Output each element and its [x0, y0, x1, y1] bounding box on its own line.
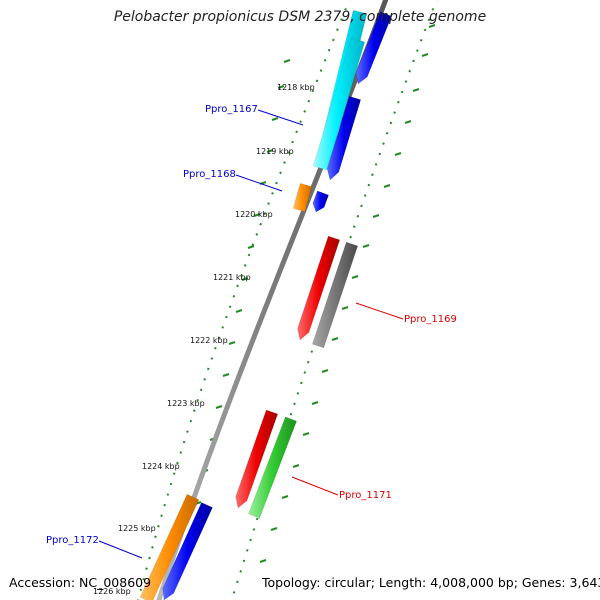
major-tick [412, 88, 420, 92]
kbp-axis-labels: 1218 kbp 1219 kbp 1220 kbp 1221 kbp 1222 kbp… [93, 83, 315, 596]
major-tick [222, 373, 230, 377]
major-tick [270, 527, 278, 531]
major-tick [247, 245, 255, 249]
gene-ppro-1171-red [235, 409, 279, 509]
gene-label-leader [355, 302, 404, 320]
major-tick [421, 53, 429, 57]
major-tick [351, 275, 359, 279]
gene-ppro-1172-orange [139, 493, 200, 600]
inner-tick-track [137, 0, 351, 600]
gene-label[interactable]: Ppro_1168 [183, 169, 236, 180]
gene-label-leader [98, 540, 143, 559]
gene-label[interactable]: Ppro_1167 [205, 104, 258, 115]
major-tick [383, 184, 391, 188]
major-tick [362, 244, 370, 248]
gene-ppro-1169-red [297, 235, 341, 341]
major-tick [292, 464, 300, 468]
outer-major-ticks [259, 24, 436, 563]
gene-ppro-1167-cyan [312, 37, 366, 171]
gene-ppro-1167-blue [326, 95, 362, 181]
kbp-label: 1224 kbp [142, 462, 180, 471]
major-tick [331, 337, 339, 341]
kbp-label: 1220 kbp [235, 210, 273, 219]
major-tick [372, 214, 380, 218]
kbp-label: 1218 kbp [277, 83, 315, 92]
major-tick [281, 495, 289, 499]
gene-label-leader [257, 109, 304, 126]
major-tick [394, 152, 402, 156]
gene-label-leader [291, 476, 339, 496]
genome-summary-text: Topology: circular; Length: 4,008,000 bp… [262, 575, 600, 590]
major-tick [259, 559, 267, 563]
kbp-label: 1226 kbp [93, 587, 131, 596]
major-tick [302, 432, 310, 436]
kbp-label: 1219 kbp [256, 147, 294, 156]
major-tick [235, 309, 243, 313]
kbp-label: 1221 kbp [213, 273, 251, 282]
gene-labels: Ppro_1167 Ppro_1168 Ppro_1169 Ppro_1171 Ppro… [46, 104, 457, 559]
kbp-label: 1225 kbp [118, 524, 156, 533]
gene-ppro-1171-green [248, 416, 297, 519]
major-tick [228, 341, 236, 345]
gene-features [139, 9, 392, 600]
major-tick [215, 405, 223, 409]
major-tick [253, 213, 261, 217]
gene-ppro-1172-blue [162, 502, 213, 600]
major-tick [341, 306, 349, 310]
gene-top-blue [355, 11, 392, 85]
gene-label[interactable]: Ppro_1171 [339, 490, 392, 501]
gene-label[interactable]: Ppro_1172 [46, 535, 99, 546]
genome-title: Pelobacter propionicus DSM 2379, complet… [113, 9, 487, 25]
major-tick [241, 277, 249, 281]
major-tick [266, 149, 274, 153]
major-tick [311, 401, 319, 405]
kbp-label: 1222 kbp [190, 336, 228, 345]
major-tick [428, 24, 436, 28]
accession-text: Accession: NC_008609 [9, 575, 152, 590]
kbp-label: 1223 kbp [167, 399, 205, 408]
gene-ppro-1169-gray [311, 241, 359, 349]
gene-label-leader [235, 174, 283, 192]
major-tick [404, 120, 412, 124]
major-tick [283, 59, 291, 63]
gene-ppro-1168-blue [312, 190, 329, 213]
gene-ppro-1168-orange [292, 183, 313, 212]
major-tick [321, 369, 329, 373]
major-tick [271, 117, 279, 121]
major-tick [277, 85, 285, 89]
gene-label[interactable]: Ppro_1169 [404, 314, 457, 325]
